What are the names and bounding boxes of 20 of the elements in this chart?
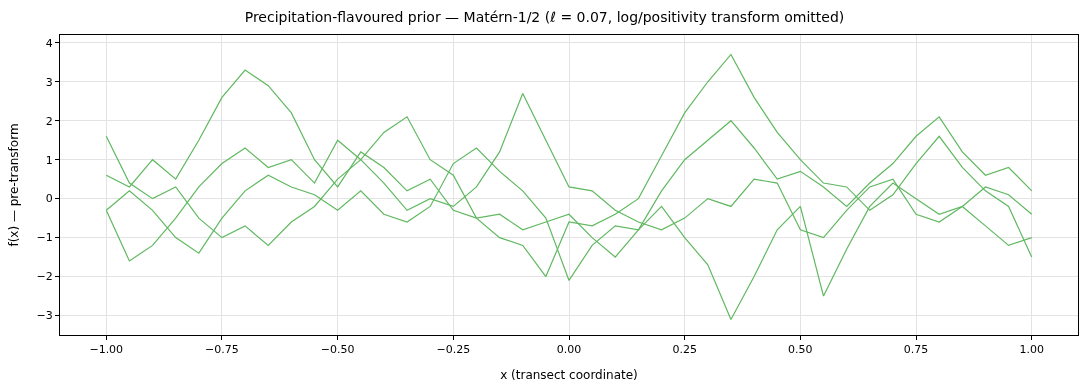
x-tick-label: −1.00 <box>89 343 124 357</box>
y-tick-label: −2 <box>36 270 53 284</box>
x-tick-label: 0.75 <box>903 343 929 357</box>
x-tick-label: 0.00 <box>556 343 582 357</box>
x-tick-label: −0.25 <box>436 343 471 357</box>
y-tick-label: 1 <box>45 153 53 167</box>
y-tick-label: 0 <box>45 192 53 206</box>
x-axis-title: x (transect coordinate) <box>500 368 638 383</box>
x-tick-label: 1.00 <box>1019 343 1044 357</box>
y-tick-label: −1 <box>36 231 53 245</box>
y-tick-label: −3 <box>36 309 53 323</box>
chart-title: Precipitation-flavoured prior — Matérn-1/2 (ℓ = 0.07, log/positivity transform omitted) <box>244 8 845 25</box>
y-tick-label: 4 <box>45 36 53 50</box>
x-tick-label: 0.50 <box>788 343 813 357</box>
x-tick-label: 0.25 <box>672 343 697 357</box>
y-axis-title: f(x) — pre-transform <box>6 123 21 247</box>
y-tick-label: 2 <box>45 114 53 128</box>
y-tick-label: 3 <box>45 75 53 89</box>
x-tick-label: −0.75 <box>205 343 239 357</box>
x-tick-label: −0.50 <box>320 343 355 357</box>
